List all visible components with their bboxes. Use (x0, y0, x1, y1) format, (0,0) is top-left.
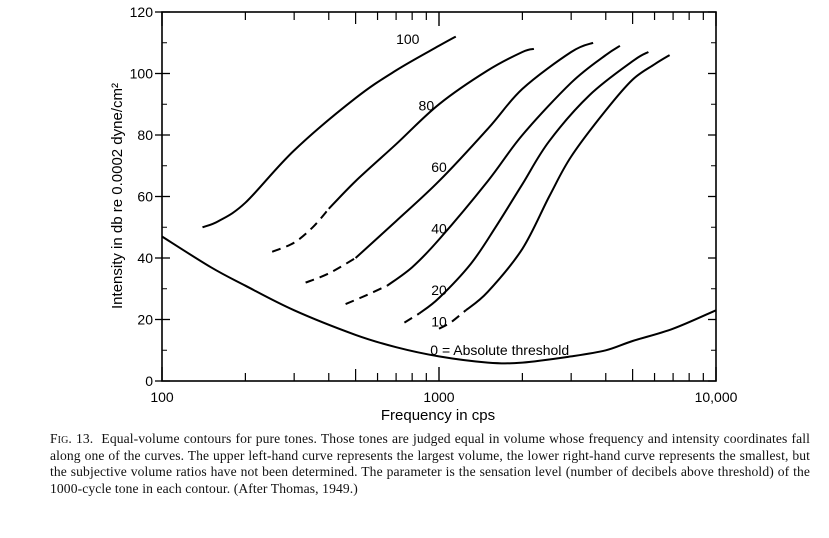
y-tick-label: 80 (137, 127, 153, 143)
figure-label: Fig. 13. (50, 431, 94, 446)
contour-curve-dashed (403, 312, 420, 324)
contour-curve-solid (354, 41, 594, 259)
curve-label: 10 (431, 314, 447, 330)
contour-curve-dashed (438, 309, 467, 330)
contour-curve-solid (418, 51, 649, 315)
figure-caption: Fig. 13. Equal-volume contours for pure … (50, 431, 810, 497)
curve-label: 100 (396, 31, 420, 47)
contour-curve (161, 235, 717, 365)
contour-curve (403, 51, 649, 324)
chart: 0 20 40 60 80 100 120 100 1000 10,000 100 80 60 40 20 1… (109, 4, 738, 424)
contour-curve (438, 54, 671, 330)
curve-label: 0 = Absolute threshold (430, 342, 569, 358)
x-axis-title: Frequency in cps (381, 407, 495, 424)
y-axis-title: Intensity in db re 0.0002 dyne/cm² (109, 83, 126, 309)
contour-curve (345, 44, 621, 306)
contour-curve (202, 35, 457, 229)
curve-label: 60 (431, 159, 447, 175)
x-tick-label: 10,000 (695, 389, 738, 405)
x-tick-label: 1000 (423, 389, 454, 405)
curve-label: 80 (419, 97, 435, 113)
caption-text: Equal-volume contours for pure tones. Th… (50, 431, 811, 496)
y-tick-label: 100 (130, 66, 154, 82)
contour-curve-solid (328, 47, 535, 210)
contour-curve (271, 47, 535, 253)
x-tick-label: 100 (150, 389, 174, 405)
contour-curve-dashed (305, 257, 357, 284)
y-tick-label: 60 (137, 189, 153, 205)
contour-curve-dashed (271, 208, 330, 253)
contour-curve-solid (465, 54, 671, 312)
y-tick-label: 20 (137, 312, 153, 328)
curve-label: 20 (431, 282, 447, 298)
y-tick-label: 120 (130, 4, 154, 20)
contour-curve (305, 41, 594, 284)
contour-curve-solid (161, 235, 717, 365)
y-tick-label: 40 (137, 250, 153, 266)
curve-label: 40 (431, 220, 447, 236)
contour-curve-solid (202, 35, 457, 229)
contour-curve-dashed (345, 284, 388, 306)
y-tick-label: 0 (145, 373, 153, 389)
contour-curve-solid (386, 44, 621, 287)
